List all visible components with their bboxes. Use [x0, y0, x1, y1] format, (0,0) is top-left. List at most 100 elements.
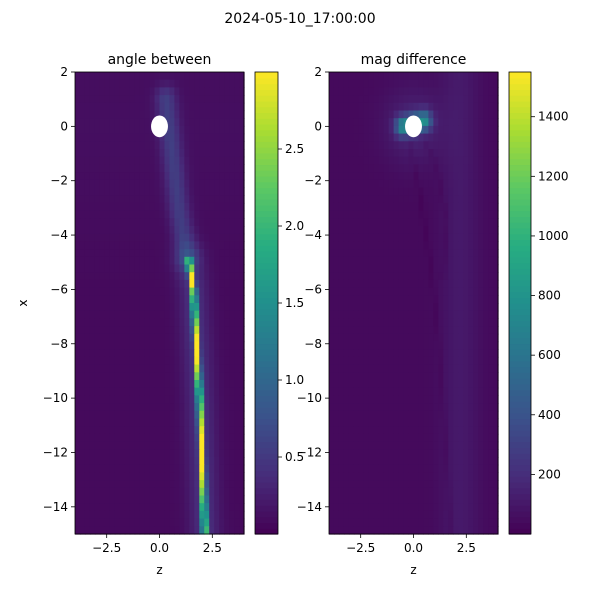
heatmap-cell [343, 426, 350, 435]
heatmap-cell [463, 210, 469, 219]
colorbar-segment [255, 285, 278, 293]
heatmap-cell [234, 156, 240, 165]
heatmap-cell [164, 364, 171, 373]
heatmap-cell [473, 472, 479, 481]
heatmap-cell [209, 364, 215, 373]
heatmap-cell [179, 164, 185, 173]
heatmap-cell [368, 380, 375, 389]
heatmap-cell [343, 218, 350, 227]
heatmap-cell [94, 380, 101, 389]
heatmap-cell [403, 449, 410, 458]
heatmap-cell [214, 218, 220, 227]
heatmap-cell [169, 202, 176, 212]
heatmap-cell [169, 272, 176, 281]
heatmap-cell [75, 87, 81, 96]
colorbar-segment [509, 170, 531, 177]
heatmap-cell [94, 264, 101, 273]
heatmap-cell [333, 310, 340, 319]
heatmap-cell [104, 249, 111, 258]
heatmap-cell [144, 241, 151, 250]
heatmap-cell [438, 256, 444, 266]
heatmap-cell [478, 410, 484, 420]
heatmap-cell [119, 349, 126, 358]
heatmap-cell [458, 518, 464, 527]
heatmap-cell [209, 79, 215, 88]
heatmap-cell [104, 287, 111, 296]
heatmap-cell [134, 249, 141, 258]
heatmap-cell [239, 433, 245, 443]
heatmap-cell [329, 526, 335, 535]
heatmap-cell [149, 349, 156, 358]
heatmap-cell [139, 202, 146, 212]
heatmap-cell [219, 441, 225, 450]
heatmap-cell [448, 495, 454, 504]
heatmap-cell [483, 303, 489, 312]
heatmap-cell [373, 410, 380, 420]
heatmap-cell [338, 249, 345, 258]
heatmap-cell [403, 202, 410, 212]
heatmap-cell [239, 426, 245, 435]
heatmap-cell [398, 410, 405, 420]
colorbar-segment [509, 447, 531, 454]
heatmap-cell [75, 326, 81, 335]
heatmap-cell [94, 164, 101, 173]
heatmap-cell [433, 172, 439, 181]
heatmap-cell [79, 480, 86, 489]
heatmap-cell [388, 403, 395, 412]
heatmap-cell [363, 202, 370, 212]
heatmap-cell [84, 149, 91, 158]
heatmap-cell [189, 79, 195, 88]
heatmap-cell [463, 333, 469, 343]
heatmap-cell [453, 503, 459, 512]
heatmap-cell [483, 356, 489, 366]
heatmap-cell [363, 349, 370, 358]
heatmap-cell [448, 256, 454, 266]
heatmap-cell [134, 333, 141, 343]
heatmap-cell [229, 195, 235, 204]
heatmap-cell [418, 264, 425, 273]
heatmap-cell [204, 249, 210, 258]
heatmap-cell [353, 110, 360, 119]
heatmap-cell [418, 72, 425, 81]
heatmap-cell [79, 195, 86, 204]
heatmap-cell [423, 395, 430, 404]
heatmap-cell [234, 264, 240, 273]
heatmap-cell [473, 172, 479, 181]
heatmap-cell [338, 387, 345, 396]
heatmap-cell [209, 87, 215, 96]
heatmap-cell [204, 156, 210, 165]
y-tick-label: 2 [314, 65, 322, 79]
colorbar-segment [509, 141, 531, 148]
heatmap-cell [473, 380, 479, 389]
heatmap-cell [353, 172, 360, 181]
heatmap-cell [423, 125, 430, 135]
heatmap-cell [488, 187, 494, 196]
heatmap-cell [433, 464, 439, 473]
heatmap-cell [89, 310, 96, 319]
colorbar-segment [509, 337, 531, 345]
heatmap-cell [219, 495, 225, 504]
heatmap-cell [159, 503, 166, 512]
heatmap-cell [139, 526, 146, 535]
heatmap-cell [189, 410, 195, 420]
heatmap-cell [194, 179, 200, 189]
heatmap-cell [329, 472, 335, 481]
heatmap-cell [114, 326, 121, 335]
heatmap-cell [448, 441, 454, 450]
colorbar-segment [509, 262, 531, 269]
heatmap-cell [353, 202, 360, 212]
heatmap-cell [478, 356, 484, 366]
heatmap-cell [438, 487, 444, 497]
heatmap-cell [129, 149, 136, 158]
heatmap-cell [368, 480, 375, 489]
heatmap-cell [109, 95, 116, 104]
heatmap-cell [209, 503, 215, 512]
heatmap-cell [428, 395, 434, 404]
heatmap-cell [483, 187, 489, 196]
heatmap-cell [75, 341, 81, 350]
heatmap-cell [378, 480, 385, 489]
heatmap-cell [99, 118, 106, 127]
heatmap-cell [493, 372, 499, 381]
heatmap-cell [84, 241, 91, 250]
heatmap-cell [114, 310, 121, 319]
